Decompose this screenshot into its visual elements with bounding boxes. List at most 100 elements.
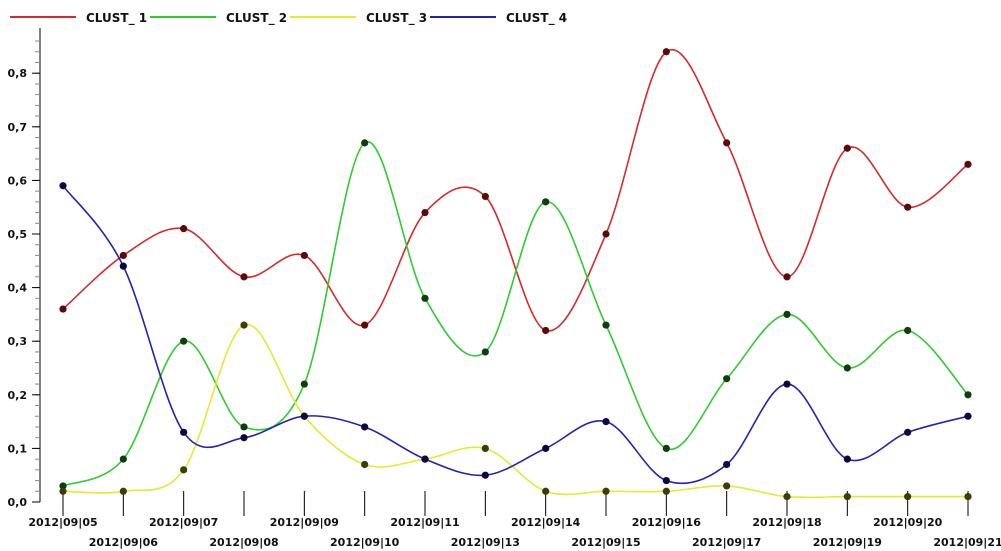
- data-point: [481, 348, 489, 356]
- data-point: [180, 428, 188, 436]
- data-point: [723, 375, 731, 383]
- y-axis: 0,0 0,1 0,2 0,3 0,4 0,5 0,6 0,7 0,8: [8, 28, 41, 509]
- data-point: [361, 423, 369, 431]
- x-tick-label: 2012|09|21: [933, 536, 1001, 549]
- y-tick-label: 0,2: [8, 389, 28, 402]
- data-point: [240, 434, 248, 442]
- data-point: [481, 471, 489, 479]
- data-point: [119, 487, 127, 495]
- data-point: [843, 455, 851, 463]
- data-point: [904, 203, 912, 211]
- data-point: [843, 364, 851, 372]
- x-tick-label: 2012|09|11: [390, 516, 459, 529]
- x-tick-label: 2012|09|08: [209, 536, 278, 549]
- data-point: [481, 192, 489, 201]
- data-point: [300, 251, 308, 260]
- data-point: [59, 305, 67, 313]
- x-axis: 2012|09|05 2012|09|06 2012|09|07 2012|09|08…: [28, 491, 1001, 549]
- data-point: [602, 487, 610, 495]
- data-point: [843, 493, 851, 501]
- data-point: [300, 412, 308, 420]
- y-tick-label: 0,4: [8, 282, 28, 295]
- legend-label: CLUST_ 1: [86, 11, 147, 26]
- y-tick-label: 0,6: [8, 174, 28, 187]
- x-tick-label: 2012|09|09: [270, 516, 339, 529]
- data-point: [843, 144, 851, 152]
- data-point: [421, 294, 429, 302]
- x-tick-label: 2012|09|17: [692, 536, 761, 549]
- x-tick-label: 2012|09|10: [330, 536, 400, 549]
- data-point: [662, 48, 670, 56]
- data-point: [904, 428, 912, 436]
- x-tick-label: 2012|09|07: [149, 516, 218, 529]
- data-point: [180, 337, 188, 345]
- data-point: [904, 493, 912, 501]
- y-tick-label: 0,1: [8, 442, 28, 455]
- series-line-1: [62, 48, 969, 332]
- legend-label: CLUST_ 2: [226, 11, 287, 26]
- data-point: [783, 310, 791, 318]
- data-point: [119, 262, 127, 270]
- x-tick-label: 2012|09|14: [511, 516, 581, 529]
- data-point: [662, 444, 670, 452]
- x-tick-label: 2012|09|05: [28, 516, 97, 529]
- data-point: [964, 493, 972, 501]
- x-tick-label: 2012|09|16: [632, 516, 702, 529]
- data-point: [59, 482, 67, 490]
- data-point: [662, 487, 670, 495]
- data-point: [240, 423, 248, 431]
- data-point: [662, 476, 670, 485]
- y-tick-label: 0,5: [8, 228, 28, 241]
- data-point: [964, 412, 972, 420]
- data-point: [59, 182, 67, 190]
- data-point: [361, 321, 369, 329]
- data-point: [542, 326, 550, 335]
- x-tick-label: 2012|09|19: [813, 536, 882, 549]
- data-point: [119, 251, 127, 260]
- data-point: [542, 487, 550, 495]
- data-point: [723, 482, 731, 490]
- data-point: [119, 455, 127, 463]
- x-tick-label: 2012|09|18: [752, 516, 821, 529]
- y-tick-label: 0,8: [8, 67, 28, 80]
- data-point: [240, 321, 248, 329]
- data-point: [904, 326, 912, 335]
- y-tick-label: 0,3: [8, 335, 28, 348]
- data-point: [180, 225, 188, 233]
- data-point: [723, 460, 731, 469]
- y-tick-label: 0,0: [8, 496, 28, 509]
- data-point: [240, 273, 248, 281]
- legend: CLUST_ 1 CLUST_ 2 CLUST_ 3 CLUST_ 4: [10, 11, 567, 26]
- series-points: [59, 48, 972, 501]
- data-point: [602, 418, 610, 426]
- data-point: [783, 380, 791, 388]
- x-tick-label: 2012|09|06: [89, 536, 159, 549]
- data-point: [361, 460, 369, 469]
- data-point: [59, 487, 67, 495]
- legend-label: CLUST_ 4: [506, 11, 567, 26]
- data-point: [723, 139, 731, 147]
- y-tick-label: 0,7: [8, 121, 28, 134]
- data-point: [180, 466, 188, 474]
- legend-label: CLUST_ 3: [366, 11, 427, 26]
- data-point: [542, 444, 550, 452]
- data-point: [964, 160, 972, 168]
- data-point: [421, 208, 429, 217]
- data-point: [300, 380, 308, 388]
- x-tick-label: 2012|09|13: [451, 536, 520, 549]
- data-point: [783, 273, 791, 281]
- x-tick-label: 2012|09|20: [873, 516, 943, 529]
- series-lines: [62, 48, 969, 499]
- data-point: [964, 391, 972, 399]
- data-point: [783, 493, 791, 501]
- data-point: [481, 444, 489, 452]
- data-point: [602, 321, 610, 329]
- series-line-2: [62, 141, 969, 487]
- x-tick-label: 2012|09|15: [571, 536, 640, 549]
- data-point: [602, 230, 610, 238]
- data-point: [421, 455, 429, 463]
- data-point: [361, 139, 369, 147]
- data-point: [542, 198, 550, 206]
